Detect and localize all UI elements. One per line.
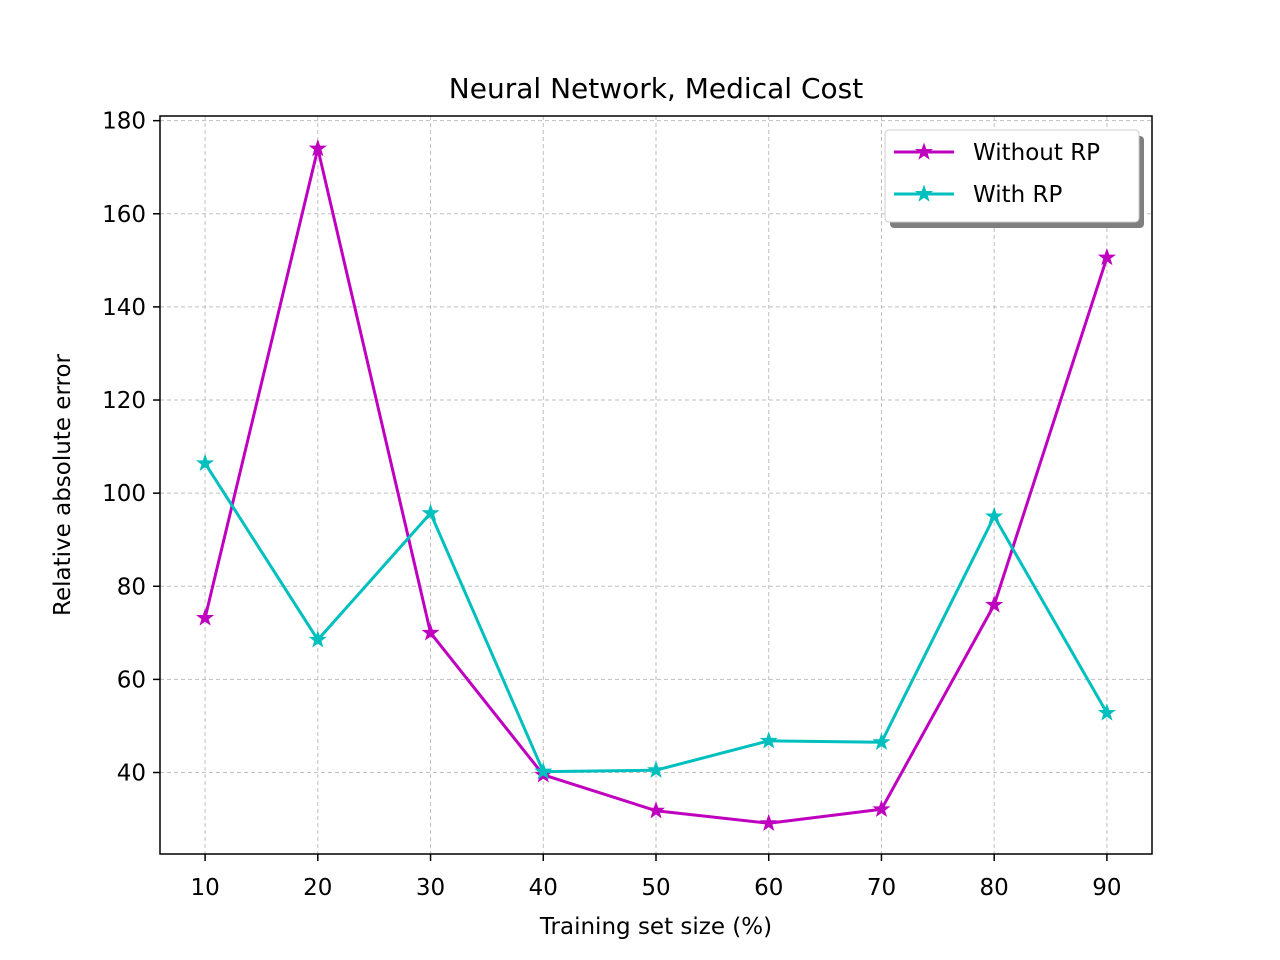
x-tick-label: 90 bbox=[1092, 875, 1121, 901]
legend-marker bbox=[914, 142, 934, 160]
grid bbox=[160, 116, 1152, 854]
data-point bbox=[196, 608, 215, 626]
series-lines bbox=[196, 139, 1116, 831]
x-tick-label: 40 bbox=[529, 875, 558, 901]
data-point bbox=[308, 630, 327, 648]
data-point bbox=[421, 623, 440, 641]
data-point bbox=[1097, 248, 1116, 266]
x-tick-label: 30 bbox=[416, 875, 445, 901]
data-point bbox=[196, 453, 215, 472]
legend-item: Without RP bbox=[894, 140, 1100, 166]
y-tick-label: 40 bbox=[117, 761, 146, 787]
x-tick-label: 50 bbox=[641, 875, 670, 901]
y-tick-label: 140 bbox=[102, 295, 146, 321]
y-tick-label: 100 bbox=[102, 481, 146, 507]
data-point bbox=[872, 799, 891, 818]
legend-label: With RP bbox=[973, 182, 1063, 208]
x-tick-label: 10 bbox=[190, 875, 219, 901]
x-axis-title: Training set size (%) bbox=[539, 914, 772, 940]
data-point bbox=[985, 595, 1004, 613]
series-1 bbox=[196, 453, 1116, 780]
chart-title: Neural Network, Medical Cost bbox=[449, 72, 863, 105]
x-tick-label: 80 bbox=[980, 875, 1009, 901]
data-point bbox=[646, 801, 666, 819]
data-point bbox=[1097, 703, 1116, 721]
data-point bbox=[534, 762, 553, 780]
y-axis-title: Relative absolute error bbox=[50, 353, 76, 615]
data-point bbox=[759, 731, 778, 749]
y-tick-label: 60 bbox=[117, 667, 146, 693]
data-point bbox=[646, 760, 666, 778]
x-tick-label: 60 bbox=[754, 875, 783, 901]
legend-marker bbox=[914, 184, 934, 202]
data-point bbox=[759, 813, 778, 831]
data-point bbox=[985, 506, 1004, 525]
legend-item: With RP bbox=[894, 182, 1063, 208]
y-tick-label: 120 bbox=[102, 388, 146, 414]
data-point bbox=[421, 503, 440, 521]
axis-ticks: 10 20 30 40 50 60 70 80 90 40 60 80 100 120 140 160 180 bbox=[102, 109, 1121, 901]
x-tick-label: 70 bbox=[867, 875, 896, 901]
y-tick-label: 80 bbox=[117, 574, 146, 600]
legend-label: Without RP bbox=[973, 140, 1100, 166]
x-tick-label: 20 bbox=[303, 875, 332, 901]
data-point bbox=[308, 139, 327, 157]
data-point bbox=[872, 732, 891, 750]
legend: Without RP With RP bbox=[884, 129, 1144, 228]
y-tick-label: 180 bbox=[102, 109, 146, 135]
y-tick-label: 160 bbox=[102, 202, 146, 228]
